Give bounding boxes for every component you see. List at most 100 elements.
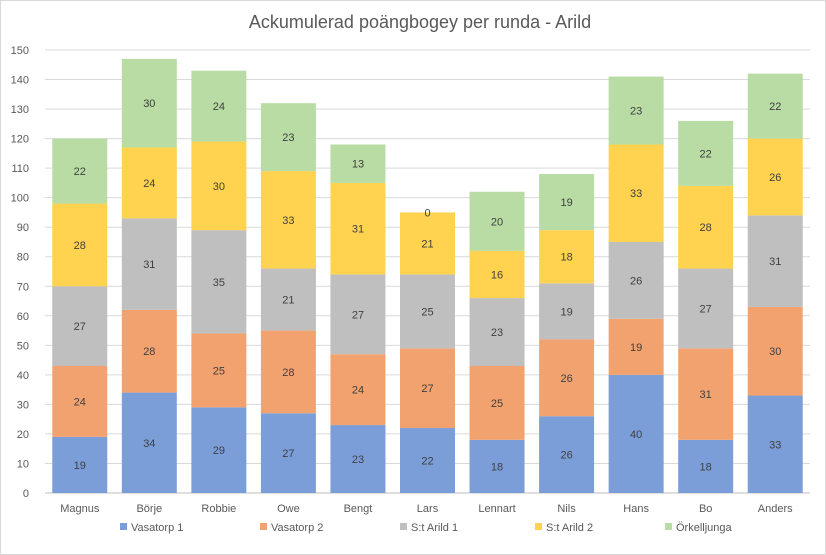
bar-segment [469,191,525,251]
bar-segment [260,268,316,331]
bar-segment [121,218,177,310]
bar-segment [608,144,664,242]
data-label: 25 [421,306,433,318]
y-tick-label: 90 [17,222,29,234]
data-label: 26 [560,373,572,385]
bar-segment [330,425,386,493]
bar-segment [608,241,664,319]
data-label: 22 [74,166,86,178]
y-tick-label: 50 [17,340,29,352]
bar-segment [260,103,316,172]
data-label: 26 [769,172,781,184]
bar-segment [52,286,108,367]
data-label: 33 [769,439,781,451]
data-label: 25 [491,398,503,410]
data-label: 27 [352,309,364,321]
bar-segment [608,374,664,493]
data-label: 28 [282,367,294,379]
data-label: 25 [213,365,225,377]
bar-segment [539,339,595,417]
bar-segment [747,306,803,396]
x-tick-label: Bo [699,503,712,515]
data-label: 30 [213,181,225,193]
bar-segment [400,274,455,349]
legend-swatch [400,523,407,530]
data-label: 40 [630,429,642,441]
data-label: 22 [421,456,433,468]
bar-segment [469,439,525,493]
data-label: 21 [421,238,433,250]
data-label: 31 [352,224,364,236]
bar-segment [121,58,177,148]
bar-segment [260,413,316,493]
y-tick-label: 150 [11,45,29,57]
x-tick-label: Bengt [344,503,373,515]
legend-swatch [665,523,672,530]
y-tick-label: 140 [11,75,29,87]
y-tick-label: 10 [17,458,29,470]
bar-segment [608,318,664,375]
data-label: 27 [700,303,712,315]
data-label: 31 [143,259,155,271]
bar-segment [330,354,386,426]
bar-segment [260,330,316,414]
y-tick-label: 80 [17,252,29,264]
x-tick-label: Owe [277,503,300,515]
y-tick-label: 20 [17,429,29,441]
bar-segment [747,395,803,493]
y-tick-label: 110 [11,163,29,175]
bar-segment [52,138,108,204]
x-tick-label: Anders [758,503,793,515]
data-label: 16 [491,269,503,281]
y-tick-label: 100 [11,193,29,205]
x-tick-label: Lars [417,503,439,515]
legend-label: Vasatorp 2 [271,522,323,534]
bar-segment [678,185,734,269]
legend-swatch [260,523,267,530]
bar-segment [400,428,455,493]
bar-segment [469,298,525,367]
data-label: 33 [630,188,642,200]
bar-segment [678,439,734,493]
y-tick-label: 60 [17,311,29,323]
data-label: 28 [143,346,155,358]
x-tick-label: Lennart [478,503,515,515]
data-label: 24 [143,178,155,190]
bar-segment [747,138,803,216]
data-label: 18 [700,461,712,473]
data-label: 34 [143,438,155,450]
bar-segment [191,407,247,493]
bar-segment [52,366,108,437]
y-tick-label: 30 [17,399,29,411]
data-label: 30 [143,98,155,110]
y-tick-label: 0 [23,488,29,500]
legend-label: Örkelljunga [676,522,733,534]
bar-segment [747,73,803,139]
bar-segment [678,348,734,440]
bar-segment [330,274,386,355]
bar-segment [260,171,316,269]
data-label: 24 [213,101,225,113]
data-label: 23 [282,132,294,144]
data-label: 31 [769,256,781,268]
data-label: 19 [560,197,572,209]
bar-segment [539,174,595,231]
bar-segment [678,120,734,186]
bar-segment [539,230,595,284]
data-label: 22 [700,148,712,160]
bar-segment [400,348,455,429]
bar-segment [52,436,108,493]
legend-swatch [120,523,127,530]
bar-segment [678,268,734,349]
data-label: 23 [352,454,364,466]
bar-segment [469,366,525,440]
data-label: 27 [421,383,433,395]
data-label: 27 [74,321,86,333]
bar-segment [52,203,108,287]
x-tick-label: Börje [136,503,162,515]
data-label: 28 [700,222,712,234]
y-tick-label: 70 [17,281,29,293]
data-label: 26 [560,450,572,462]
y-tick-label: 120 [11,134,29,146]
